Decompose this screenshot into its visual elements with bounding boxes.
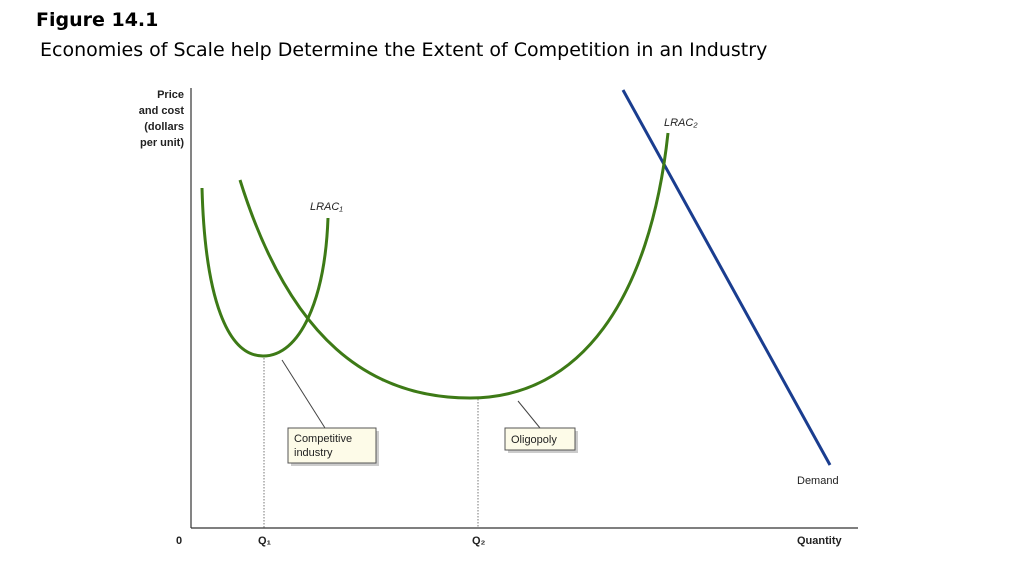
subtitle: Economies of Scale help Determine the Ex…	[40, 39, 767, 61]
callout-box	[287, 427, 377, 464]
y-label: (dollars	[144, 121, 184, 133]
q1-label: Q₁	[258, 535, 272, 547]
lrac1-label: LRAC₁	[310, 201, 343, 213]
y-label: per unit)	[140, 137, 184, 149]
x-label: Quantity	[797, 535, 842, 547]
y-label: Price	[157, 89, 184, 101]
lrac1-curve	[200, 187, 330, 358]
demand-curve	[621, 89, 832, 466]
demand-label: Demand	[797, 475, 839, 487]
callout-box	[504, 427, 576, 451]
callout-text: Oligopoly	[511, 434, 557, 446]
title: Figure 14.1	[36, 9, 158, 31]
leader-line	[517, 400, 541, 429]
lrac2-curve	[238, 132, 670, 400]
leader-line	[281, 359, 326, 429]
callout-text: Competitive	[294, 433, 352, 445]
callout-text: industry	[294, 447, 333, 459]
q2-label: Q₂	[472, 535, 486, 547]
y-label: and cost	[139, 105, 185, 117]
origin-label: 0	[176, 535, 182, 547]
lrac2-label: LRAC₂	[664, 117, 698, 129]
